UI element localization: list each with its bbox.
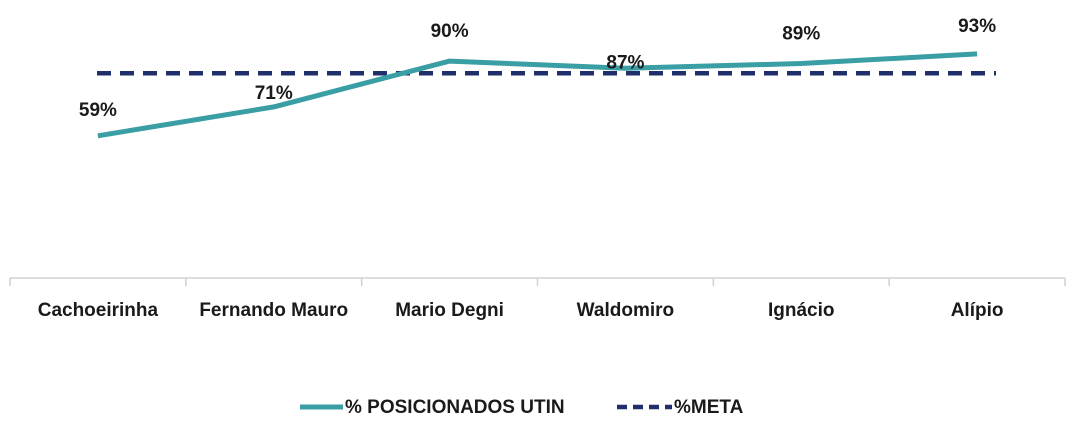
x-tick-label: Waldomiro: [577, 300, 674, 321]
data-label: 59%: [79, 100, 117, 121]
data-label: 89%: [782, 24, 820, 45]
x-tick-label: Cachoeirinha: [38, 300, 159, 321]
x-tick-label: Ignácio: [768, 300, 835, 321]
x-tick-label: Mario Degni: [395, 300, 504, 321]
data-label: 87%: [606, 52, 644, 73]
legend-label-posicionados: % POSICIONADOS UTIN: [345, 397, 565, 418]
data-label: 93%: [958, 16, 996, 37]
x-tick-label: Fernando Mauro: [199, 300, 348, 321]
data-label: 90%: [431, 21, 469, 42]
data-label: 71%: [255, 83, 293, 104]
series-line-posicionados: [97, 51, 978, 139]
x-axis: Cachoeirinha Fernando Mauro Mario Degni Wal…: [9, 277, 1066, 321]
legend: % POSICIONADOS UTIN %META: [300, 397, 744, 418]
legend-label-meta: %META: [674, 397, 744, 418]
x-tick-label: Alípio: [951, 300, 1004, 321]
